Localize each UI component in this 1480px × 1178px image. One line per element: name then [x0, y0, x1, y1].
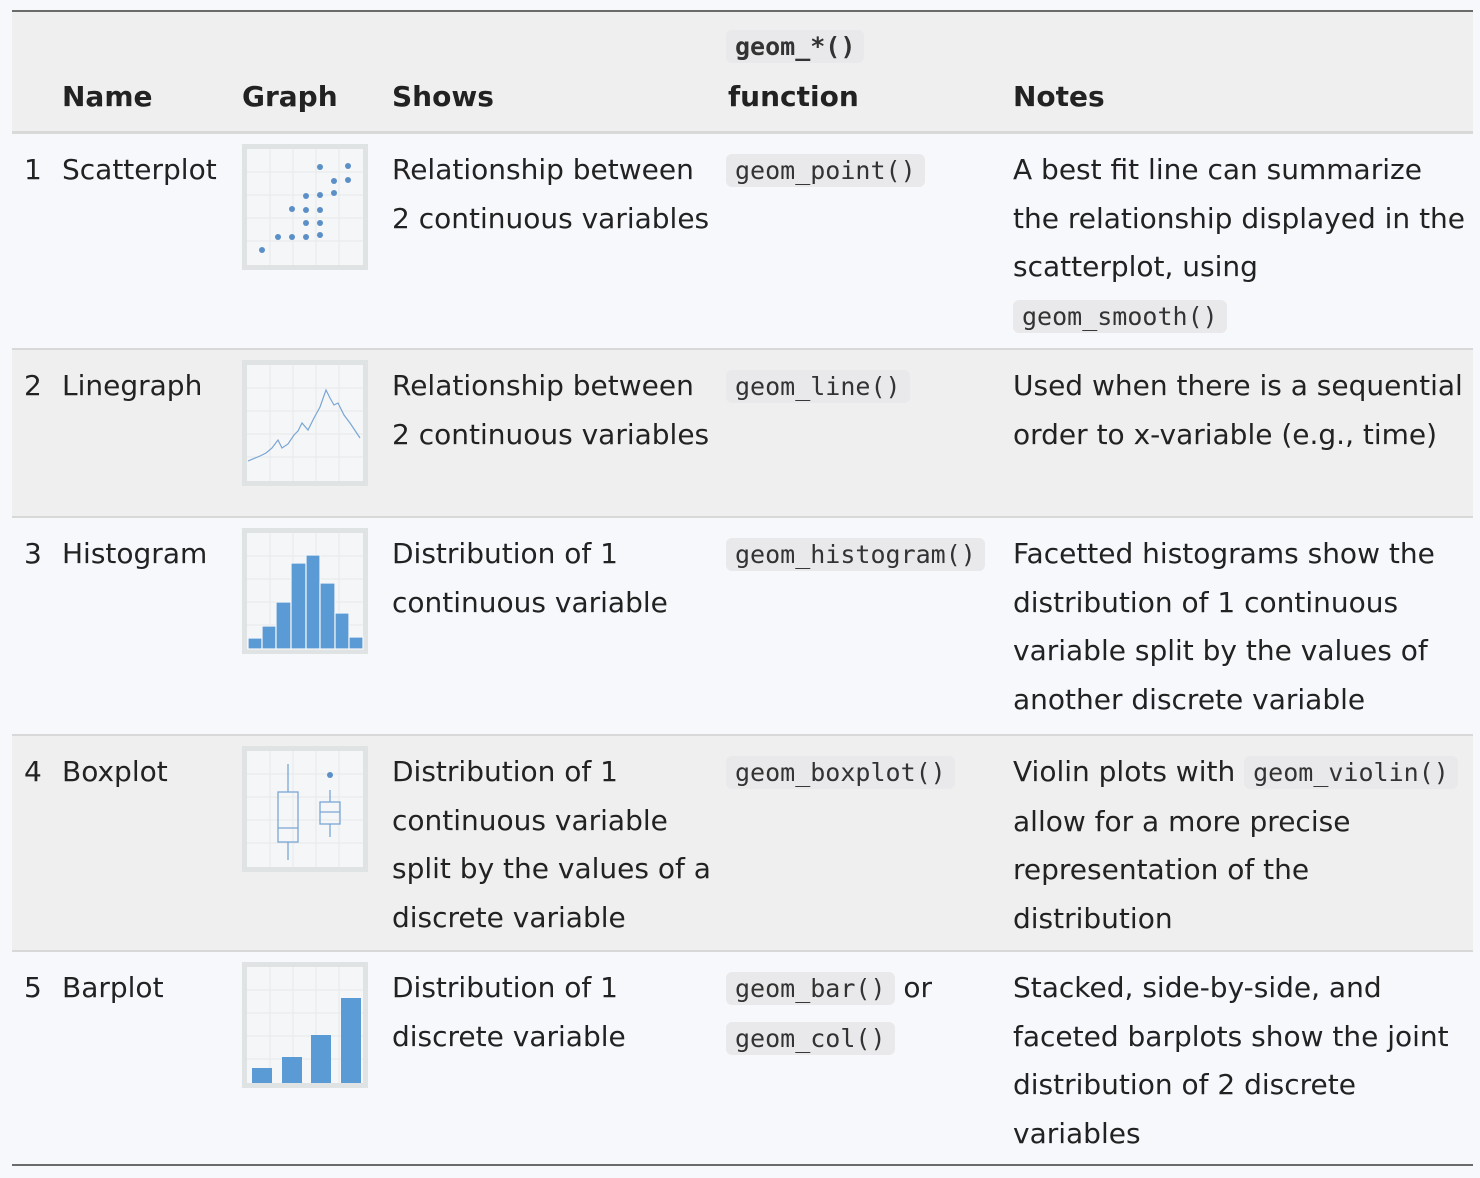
header-notes: Notes	[1013, 80, 1105, 113]
row-name: Scatterplot	[62, 153, 217, 186]
function-code: geom_boxplot()	[726, 756, 955, 789]
row-number: 2	[24, 369, 42, 402]
function-or: or	[903, 971, 933, 1004]
row-notes: Stacked, side-by-side, and faceted barpl…	[1013, 971, 1449, 1150]
table-row: 1 Scatterplot	[12, 134, 1473, 350]
row-shows: Relationship between 2 continuous variab…	[392, 153, 710, 235]
row-shows: Distribution of 1 continuous variable	[392, 537, 668, 619]
notes-text-post: allow for a more precise representation …	[1013, 804, 1351, 935]
linegraph-thumbnail	[242, 360, 368, 486]
geom-table: Name Graph Shows geom_*() function Notes…	[12, 10, 1473, 1166]
row-name: Histogram	[62, 537, 208, 570]
function-code-alt: geom_col()	[726, 1021, 895, 1055]
linegraph-chart	[247, 365, 363, 481]
boxplot-chart	[247, 751, 363, 867]
row-shows: Relationship between 2 continuous variab…	[392, 369, 710, 451]
row-name: Barplot	[62, 971, 164, 1004]
notes-text: A best fit line can summarize the relati…	[1013, 153, 1466, 283]
row-notes: Violin plots with geom_violin() allow fo…	[1013, 748, 1473, 943]
table-row: 2 Linegraph Relationship between 2 conti…	[12, 350, 1473, 518]
histogram-chart	[247, 533, 364, 650]
row-number: 5	[24, 971, 42, 1004]
barplot-thumbnail	[242, 962, 368, 1088]
row-shows: Distribution of 1 discrete variable	[392, 971, 626, 1053]
scatterplot-chart	[247, 149, 363, 265]
notes-code: geom_smooth()	[1013, 299, 1227, 333]
histogram-thumbnail	[242, 528, 368, 654]
table-row: 5 Barplot Distribution of 1 discret	[12, 952, 1473, 1164]
row-name: Linegraph	[62, 369, 203, 402]
header-shows: Shows	[392, 80, 494, 113]
header-function-code-wrap: geom_*()	[726, 30, 865, 63]
function-code: geom_histogram()	[726, 538, 985, 571]
notes-text: Violin plots with	[1013, 755, 1236, 788]
row-notes: Facetted histograms show the distributio…	[1013, 537, 1435, 716]
row-name: Boxplot	[62, 755, 168, 788]
row-function: geom_histogram()	[726, 530, 1006, 580]
row-number: 3	[24, 537, 42, 570]
boxplot-thumbnail	[242, 746, 368, 872]
scatterplot-thumbnail	[242, 144, 368, 270]
header-name: Name	[62, 80, 153, 113]
header-function-code: geom_*()	[726, 30, 865, 63]
table-row: 4 Boxplot	[12, 736, 1473, 952]
function-code: geom_line()	[726, 370, 910, 403]
table-header: Name Graph Shows geom_*() function Notes	[12, 12, 1473, 134]
row-number: 1	[24, 153, 42, 186]
row-function: geom_point()	[726, 146, 1006, 196]
row-shows: Distribution of 1 continuous variable sp…	[392, 755, 711, 934]
row-function: geom_line()	[726, 362, 1006, 412]
header-function-label: function	[728, 80, 859, 113]
table-bottom-rule	[12, 1164, 1473, 1166]
row-function: geom_boxplot()	[726, 748, 1006, 798]
notes-code: geom_violin()	[1244, 756, 1458, 789]
function-code: geom_point()	[726, 154, 925, 187]
row-notes: Used when there is a sequential order to…	[1013, 369, 1463, 451]
table-row: 3 Histogram	[12, 518, 1473, 736]
row-notes: A best fit line can summarize the relati…	[1013, 146, 1473, 341]
header-graph: Graph	[242, 80, 338, 113]
function-code: geom_bar()	[726, 972, 895, 1005]
row-number: 4	[24, 755, 42, 788]
barplot-chart	[247, 967, 363, 1083]
row-function: geom_bar() or geom_col()	[726, 964, 1006, 1063]
table-top-rule	[12, 10, 1473, 12]
